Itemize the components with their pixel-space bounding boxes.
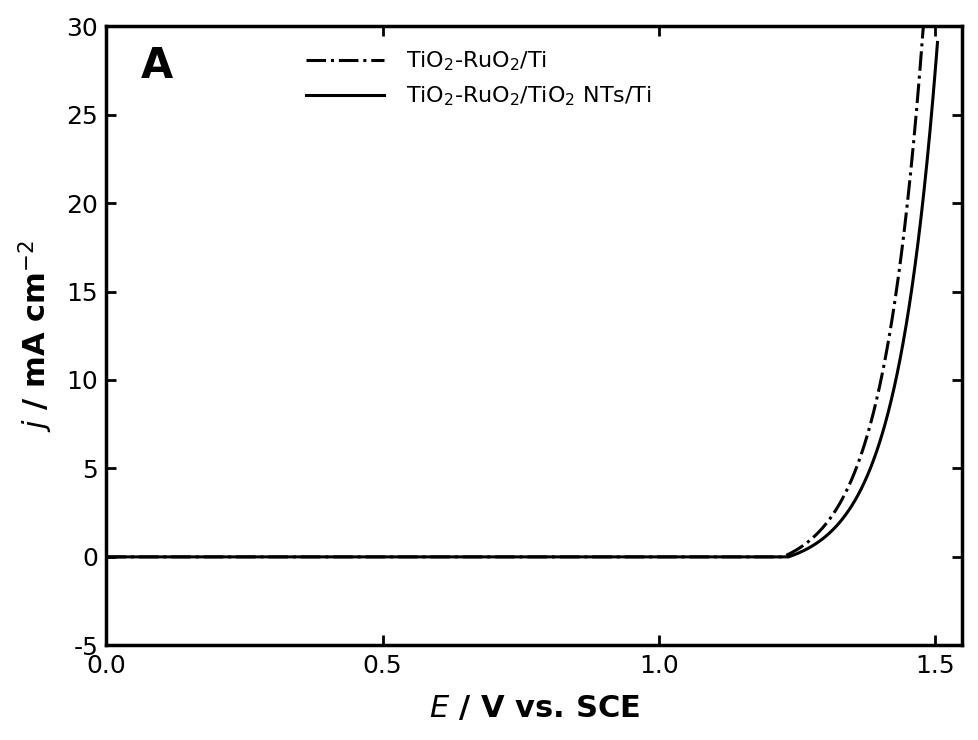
TiO$_2$-RuO$_2$/TiO$_2$ NTs/Ti [811, 538, 822, 547]
TiO$_2$-RuO$_2$/Ti [895, 246, 907, 255]
Legend: TiO$_2$-RuO$_2$/Ti, TiO$_2$-RuO$_2$/TiO$_2$ NTs/Ti: TiO$_2$-RuO$_2$/Ti, TiO$_2$-RuO$_2$/TiO$… [305, 50, 650, 108]
TiO$_2$-RuO$_2$/TiO$_2$ NTs/Ti [437, 553, 449, 562]
TiO$_2$-RuO$_2$/TiO$_2$ NTs/Ti [101, 553, 112, 562]
TiO$_2$-RuO$_2$/TiO$_2$ NTs/Ti [854, 486, 866, 495]
TiO$_2$-RuO$_2$/Ti [851, 461, 863, 470]
TiO$_2$-RuO$_2$/TiO$_2$ NTs/Ti [896, 338, 908, 347]
TiO$_2$-RuO$_2$/Ti [101, 553, 112, 562]
Text: A: A [141, 44, 173, 87]
Line: TiO$_2$-RuO$_2$/TiO$_2$ NTs/Ti: TiO$_2$-RuO$_2$/TiO$_2$ NTs/Ti [107, 42, 937, 557]
Y-axis label: $j$ / mA cm$^{-2}$: $j$ / mA cm$^{-2}$ [17, 240, 55, 431]
TiO$_2$-RuO$_2$/TiO$_2$ NTs/Ti [931, 38, 943, 47]
TiO$_2$-RuO$_2$/Ti [390, 553, 402, 562]
TiO$_2$-RuO$_2$/Ti [807, 533, 819, 542]
TiO$_2$-RuO$_2$/Ti [474, 553, 486, 562]
TiO$_2$-RuO$_2$/Ti [434, 553, 446, 562]
TiO$_2$-RuO$_2$/TiO$_2$ NTs/Ti [478, 553, 490, 562]
Line: TiO$_2$-RuO$_2$/Ti: TiO$_2$-RuO$_2$/Ti [107, 0, 937, 557]
X-axis label: $E$ / V vs. SCE: $E$ / V vs. SCE [428, 694, 640, 723]
TiO$_2$-RuO$_2$/TiO$_2$ NTs/Ti [392, 553, 404, 562]
